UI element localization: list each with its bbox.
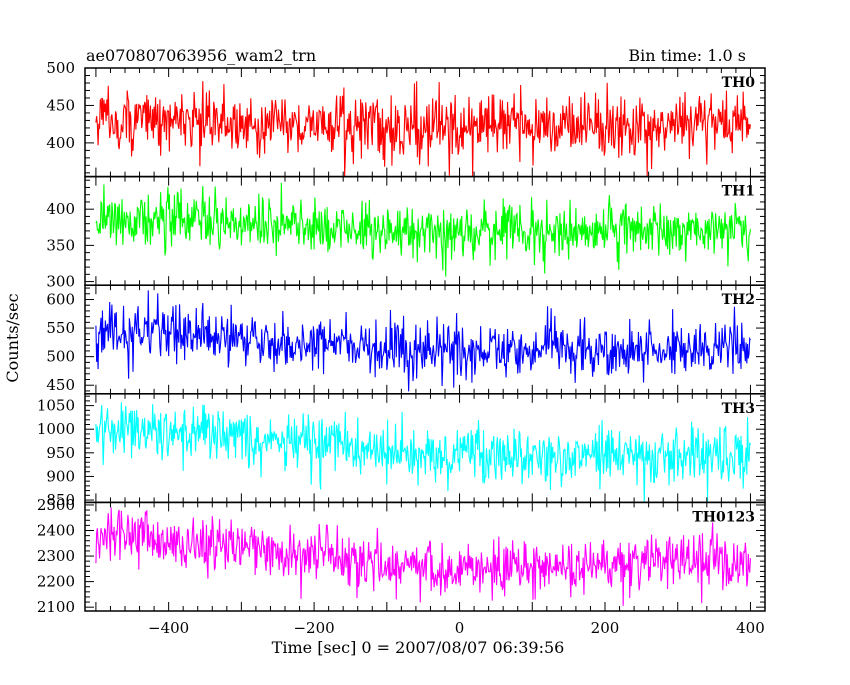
x-axis-label: Time [sec] 0 = 2007/08/07 06:39:56 bbox=[272, 638, 565, 657]
y-tick-label: 500 bbox=[46, 59, 75, 77]
x-tick-label: −400 bbox=[148, 619, 189, 637]
y-tick-label: 2500 bbox=[37, 496, 75, 514]
y-tick-label: 1050 bbox=[37, 397, 75, 415]
y-tick-label: 500 bbox=[46, 348, 75, 366]
y-tick-label: 600 bbox=[46, 290, 75, 308]
x-tick-label: 0 bbox=[455, 619, 465, 637]
y-tick-label: 1000 bbox=[37, 420, 75, 438]
y-tick-label: 400 bbox=[46, 134, 75, 152]
series-line-th0 bbox=[95, 81, 751, 177]
panel-th2: 450 500 550 600 TH2 bbox=[46, 284, 766, 395]
y-tick-label: 850 bbox=[46, 491, 75, 509]
y-tick-label: 2100 bbox=[37, 598, 75, 616]
y-tick-label: 950 bbox=[46, 444, 75, 462]
panels-layer: 400 450 500 TH0 300 350 400 TH1 450 500 550 600 TH2 8… bbox=[37, 59, 766, 637]
panel-th3: 850 900 950 1000 1050 TH3 bbox=[37, 393, 766, 509]
y-tick-label: 2300 bbox=[37, 547, 75, 565]
y-tick-label: 450 bbox=[46, 376, 75, 394]
panel-label-th3: TH3 bbox=[722, 401, 755, 417]
x-tick-label: −200 bbox=[293, 619, 334, 637]
y-tick-label: 350 bbox=[46, 236, 75, 254]
series-line-th1 bbox=[95, 182, 751, 277]
x-tick-label: 400 bbox=[736, 619, 765, 637]
series-line-th0123 bbox=[95, 507, 751, 606]
panel-label-th2: TH2 bbox=[722, 292, 755, 308]
y-tick-label: 2400 bbox=[37, 522, 75, 540]
y-tick-label: 900 bbox=[46, 467, 75, 485]
chart-title: ae070807063956_wam2_trn bbox=[86, 46, 316, 65]
bin-time-label: Bin time: 1.0 s bbox=[628, 46, 746, 65]
y-tick-label: 550 bbox=[46, 319, 75, 337]
panel-frame bbox=[84, 501, 766, 612]
y-axis-label: Counts/sec bbox=[3, 293, 22, 382]
y-tick-label: 2200 bbox=[37, 573, 75, 591]
y-tick-label: 300 bbox=[46, 273, 75, 291]
y-tick-label: 400 bbox=[46, 200, 75, 218]
panel-th0123: 2100 2200 2300 2400 2500 TH0123 bbox=[37, 496, 766, 616]
panel-label-th0: TH0 bbox=[722, 75, 756, 91]
panel-label-th0123: TH0123 bbox=[692, 509, 755, 525]
series-line-th2 bbox=[95, 290, 751, 392]
panel-th1: 300 350 400 TH1 bbox=[46, 175, 766, 291]
y-tick-label: 450 bbox=[46, 96, 75, 114]
x-tick-label: 200 bbox=[591, 619, 620, 637]
panel-label-th1: TH1 bbox=[722, 184, 755, 200]
panel-th0: 400 450 500 TH0 bbox=[46, 59, 766, 178]
series-line-th3 bbox=[95, 402, 751, 503]
